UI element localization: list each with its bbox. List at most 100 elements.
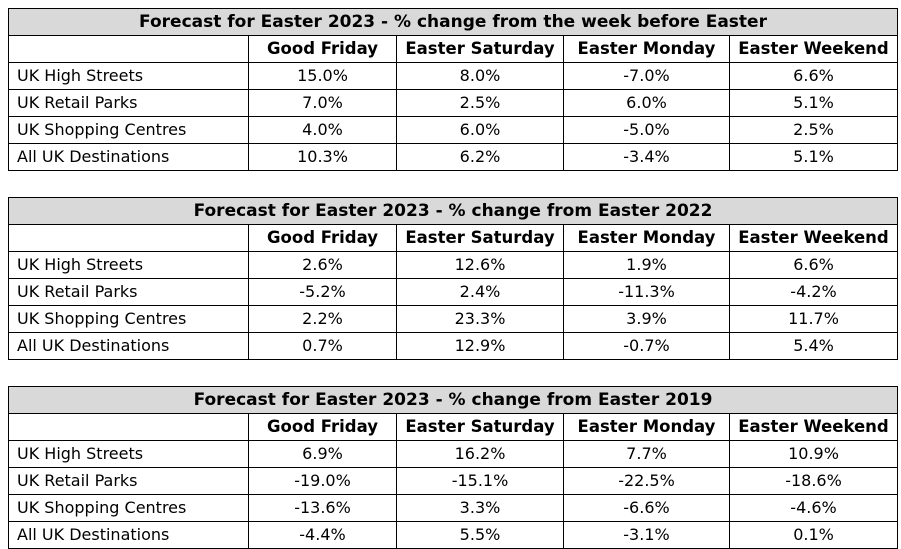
value-cell: -15.1% bbox=[396, 467, 564, 495]
value-cell: 15.0% bbox=[248, 62, 397, 90]
value-cell: -4.2% bbox=[728, 278, 899, 306]
value-cell: -19.0% bbox=[248, 467, 397, 495]
data-row: UK Shopping Centres 4.0% 6.0% -5.0% 2.5% bbox=[8, 116, 898, 144]
column-header: Easter Saturday bbox=[396, 413, 564, 441]
row-label: All UK Destinations bbox=[8, 332, 249, 360]
value-cell: -11.3% bbox=[563, 278, 730, 306]
title-row: Forecast for Easter 2023 - % change from… bbox=[7, 197, 899, 225]
value-cell: -18.6% bbox=[728, 467, 899, 495]
empty-cell bbox=[8, 35, 249, 63]
value-cell: 6.9% bbox=[248, 440, 397, 468]
value-cell: 3.3% bbox=[396, 494, 564, 522]
value-cell: 5.5% bbox=[396, 521, 564, 549]
data-row: UK Retail Parks -5.2% 2.4% -11.3% -4.2% bbox=[8, 278, 899, 306]
forecast-table: Forecast for Easter 2023 - % change from… bbox=[7, 386, 899, 549]
row-label: UK High Streets bbox=[8, 62, 249, 90]
column-header: Good Friday bbox=[248, 35, 397, 63]
column-header: Easter Monday bbox=[563, 224, 730, 252]
table-title: Forecast for Easter 2023 - % change from… bbox=[7, 197, 899, 225]
data-row: All UK Destinations 0.7% 12.9% -0.7% 5.4% bbox=[8, 332, 899, 360]
data-row: UK Shopping Centres 2.2% 23.3% 3.9% 11.7% bbox=[8, 305, 899, 333]
value-cell: 2.2% bbox=[248, 305, 397, 333]
row-label: UK High Streets bbox=[8, 440, 249, 468]
value-cell: 5.1% bbox=[729, 143, 898, 171]
value-cell: -6.6% bbox=[563, 494, 730, 522]
row-label: UK High Streets bbox=[8, 251, 249, 279]
value-cell: 12.9% bbox=[396, 332, 564, 360]
forecast-table: Forecast for Easter 2023 - % change from… bbox=[8, 8, 898, 171]
column-header: Easter Monday bbox=[563, 35, 730, 63]
value-cell: 2.5% bbox=[396, 89, 564, 117]
row-label: UK Retail Parks bbox=[8, 467, 249, 495]
value-cell: -0.7% bbox=[563, 332, 730, 360]
value-cell: 6.2% bbox=[396, 143, 564, 171]
table-title: Forecast for Easter 2023 - % change from… bbox=[7, 386, 899, 414]
empty-cell bbox=[8, 413, 249, 441]
value-cell: 7.0% bbox=[248, 89, 397, 117]
header-row: Good Friday Easter Saturday Easter Monday E… bbox=[8, 224, 899, 252]
value-cell: 1.9% bbox=[563, 251, 730, 279]
value-cell: 3.9% bbox=[563, 305, 730, 333]
value-cell: 6.0% bbox=[563, 89, 730, 117]
value-cell: 0.7% bbox=[248, 332, 397, 360]
value-cell: 16.2% bbox=[396, 440, 564, 468]
column-header: Good Friday bbox=[248, 224, 397, 252]
forecast-table: Forecast for Easter 2023 - % change from… bbox=[7, 197, 899, 360]
value-cell: 8.0% bbox=[396, 62, 564, 90]
value-cell: -5.2% bbox=[248, 278, 397, 306]
title-row: Forecast for Easter 2023 - % change from… bbox=[8, 8, 898, 36]
data-row: UK Shopping Centres -13.6% 3.3% -6.6% -4.6% bbox=[8, 494, 899, 522]
data-row: UK Retail Parks -19.0% -15.1% -22.5% -18.6% bbox=[8, 467, 899, 495]
row-label: UK Shopping Centres bbox=[8, 494, 249, 522]
table-title: Forecast for Easter 2023 - % change from… bbox=[8, 8, 898, 36]
data-row: UK High Streets 2.6% 12.6% 1.9% 6.6% bbox=[8, 251, 899, 279]
value-cell: 6.6% bbox=[729, 62, 898, 90]
value-cell: 4.0% bbox=[248, 116, 397, 144]
value-cell: -13.6% bbox=[248, 494, 397, 522]
row-label: All UK Destinations bbox=[8, 143, 249, 171]
value-cell: -4.4% bbox=[248, 521, 397, 549]
data-row: UK High Streets 6.9% 16.2% 7.7% 10.9% bbox=[8, 440, 899, 468]
value-cell: 12.6% bbox=[396, 251, 564, 279]
value-cell: -22.5% bbox=[563, 467, 730, 495]
data-row: All UK Destinations -4.4% 5.5% -3.1% 0.1% bbox=[8, 521, 899, 549]
value-cell: 10.3% bbox=[248, 143, 397, 171]
value-cell: 2.6% bbox=[248, 251, 397, 279]
value-cell: 10.9% bbox=[728, 440, 899, 468]
value-cell: 6.6% bbox=[728, 251, 899, 279]
empty-cell bbox=[8, 224, 249, 252]
value-cell: 0.1% bbox=[728, 521, 899, 549]
value-cell: -5.0% bbox=[563, 116, 730, 144]
title-row: Forecast for Easter 2023 - % change from… bbox=[7, 386, 899, 414]
header-row: Good Friday Easter Saturday Easter Monday E… bbox=[8, 35, 898, 63]
value-cell: 2.4% bbox=[396, 278, 564, 306]
value-cell: -4.6% bbox=[728, 494, 899, 522]
value-cell: -3.1% bbox=[563, 521, 730, 549]
value-cell: 23.3% bbox=[396, 305, 564, 333]
value-cell: 5.4% bbox=[728, 332, 899, 360]
column-header: Easter Saturday bbox=[396, 224, 564, 252]
row-label: UK Retail Parks bbox=[8, 278, 249, 306]
row-label: All UK Destinations bbox=[8, 521, 249, 549]
column-header: Easter Saturday bbox=[396, 35, 564, 63]
column-header: Easter Weekend bbox=[729, 35, 898, 63]
column-header: Easter Weekend bbox=[728, 224, 899, 252]
value-cell: 6.0% bbox=[396, 116, 564, 144]
row-label: UK Shopping Centres bbox=[8, 305, 249, 333]
header-row: Good Friday Easter Saturday Easter Monday E… bbox=[8, 413, 899, 441]
value-cell: -7.0% bbox=[563, 62, 730, 90]
value-cell: 2.5% bbox=[729, 116, 898, 144]
row-label: UK Shopping Centres bbox=[8, 116, 249, 144]
column-header: Good Friday bbox=[248, 413, 397, 441]
column-header: Easter Monday bbox=[563, 413, 730, 441]
value-cell: 5.1% bbox=[729, 89, 898, 117]
data-row: All UK Destinations 10.3% 6.2% -3.4% 5.1% bbox=[8, 143, 898, 171]
column-header: Easter Weekend bbox=[728, 413, 899, 441]
value-cell: -3.4% bbox=[563, 143, 730, 171]
data-row: UK High Streets 15.0% 8.0% -7.0% 6.6% bbox=[8, 62, 898, 90]
row-label: UK Retail Parks bbox=[8, 89, 249, 117]
value-cell: 11.7% bbox=[728, 305, 899, 333]
value-cell: 7.7% bbox=[563, 440, 730, 468]
data-row: UK Retail Parks 7.0% 2.5% 6.0% 5.1% bbox=[8, 89, 898, 117]
